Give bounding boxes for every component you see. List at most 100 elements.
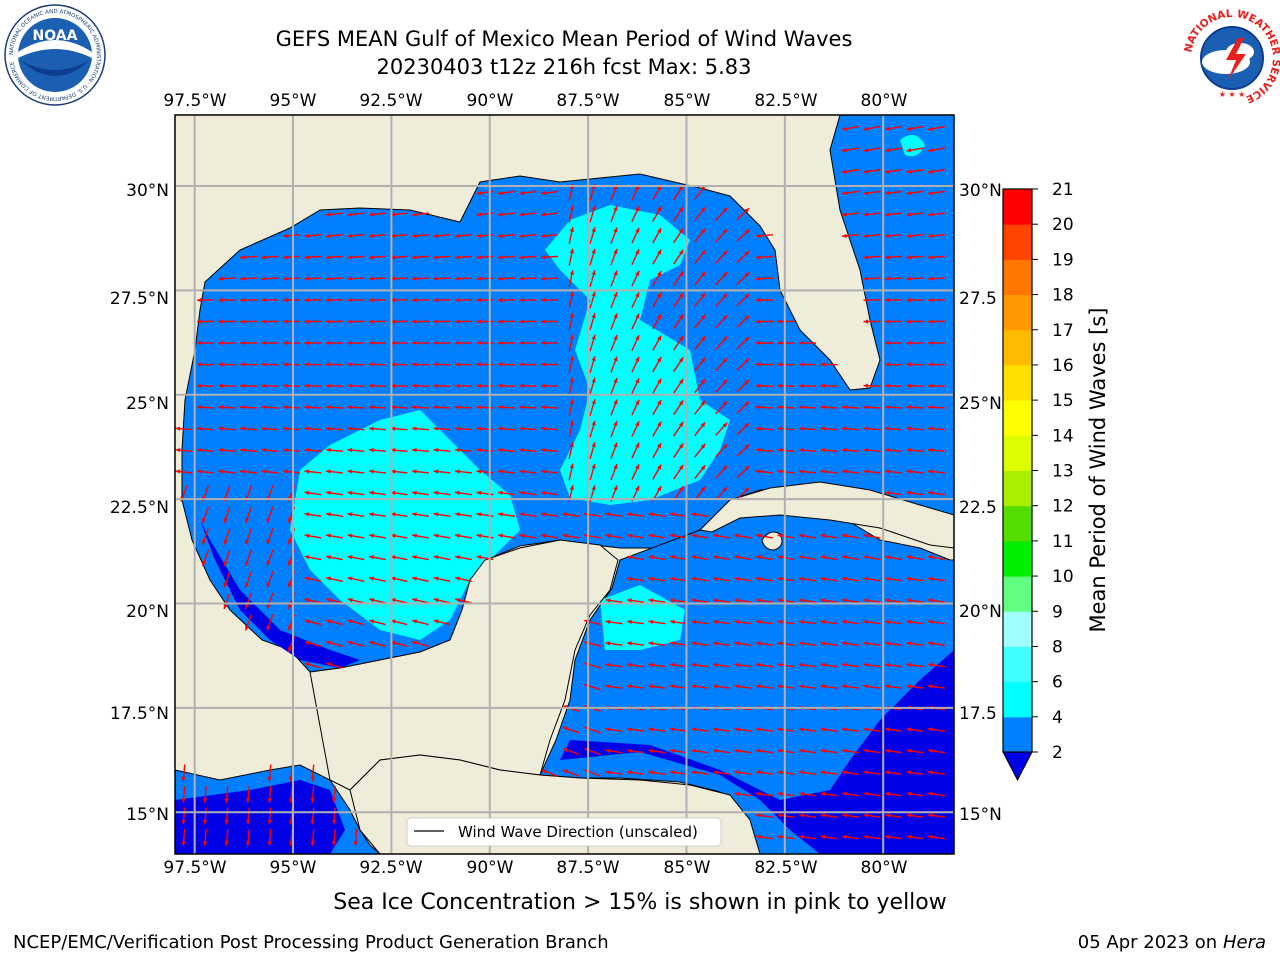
wind-arrow-head [885, 727, 890, 732]
wind-arrow-head [498, 233, 503, 239]
wind-arrow-head [842, 212, 847, 217]
wind-arrow-head [605, 641, 611, 646]
wind-arrow-head [700, 486, 706, 492]
wind-arrow-head [245, 604, 250, 609]
lat-label: 17.5°N [110, 704, 169, 724]
wind-arrow-head [885, 190, 890, 196]
wind-arrow-head [519, 426, 525, 431]
wind-arrow-head [369, 576, 375, 581]
colorbar-band [1003, 611, 1032, 647]
wind-arrow-head [885, 148, 890, 153]
wind-arrow-head [678, 206, 684, 212]
wind-arrow-head [283, 233, 288, 239]
wind-arrow-head [906, 791, 912, 797]
wind-arrow-head [842, 426, 847, 431]
wind-arrow-head [304, 319, 310, 324]
wind-arrow-head [347, 362, 353, 367]
wind-arrow-head [906, 233, 912, 239]
wind-arrow-head [906, 469, 912, 474]
wind-arrow-head [928, 813, 933, 818]
wind-arrow-head [519, 255, 525, 260]
wind-arrow-head [562, 533, 568, 538]
wind-arrow-head [197, 319, 202, 324]
wind-arrow-head [700, 336, 706, 342]
wind-arrow-head [722, 250, 728, 256]
wind-arrow-head [678, 421, 684, 427]
wind-arrow-head [390, 319, 396, 324]
chart-subtitle: 20230403 t12z 216h fcst Max: 5.83 [376, 55, 752, 79]
wind-arrow-head [691, 748, 697, 754]
wind-arrow-head [820, 770, 826, 775]
colorbar-band [1003, 716, 1032, 753]
wind-arrow-head [799, 748, 804, 754]
wind-arrow-head [569, 442, 574, 448]
wind-arrow-head [777, 362, 783, 367]
wind-arrow-head [842, 662, 847, 668]
wind-arrow-head [885, 340, 890, 346]
wind-arrow-head [657, 400, 662, 406]
wind-arrow-head [433, 233, 439, 239]
wind-arrow-head [591, 270, 596, 276]
wind-arrow-head [498, 340, 503, 346]
wind-arrow-head [885, 255, 890, 260]
wind-arrow-head [734, 748, 740, 754]
wind-arrow-head [722, 444, 728, 450]
wind-arrow-head [412, 512, 417, 517]
wind-arrow-head [777, 319, 783, 324]
wind-arrow-head [657, 271, 662, 277]
wind-arrow-head [885, 684, 890, 689]
wind-arrow-head [240, 426, 245, 431]
wind-arrow-head [820, 641, 826, 646]
wind-arrow-head [347, 276, 353, 281]
wind-arrow-head [326, 383, 331, 389]
wind-arrow-head [799, 727, 804, 732]
wind-arrow-head [777, 813, 783, 818]
wind-arrow-head [433, 405, 439, 410]
colorbar-band [1003, 189, 1032, 225]
wind-arrow-head [326, 297, 331, 303]
wind-arrow-head [756, 405, 761, 410]
wind-arrow-head [863, 383, 869, 389]
wind-arrow-head [756, 684, 761, 689]
wind-arrow-head [756, 319, 761, 324]
wind-arrow-head [433, 533, 439, 538]
wind-arrow-head [713, 576, 718, 582]
wind-arrow-head [245, 539, 250, 545]
wind-arrow-head [267, 841, 272, 846]
wind-arrow-head [181, 841, 186, 846]
wind-arrow-head [670, 533, 675, 538]
wind-arrow-head [197, 405, 202, 410]
wind-arrow-head [591, 463, 596, 469]
wind-arrow-head [412, 405, 417, 410]
wind-arrow-head [245, 561, 250, 566]
wind-arrow-head [713, 598, 718, 603]
wind-arrow-head [476, 490, 482, 496]
wind-arrow-head [820, 662, 826, 668]
wind-arrow-head [613, 421, 618, 427]
wind-arrow-head [928, 297, 933, 303]
wind-arrow-head [347, 340, 353, 346]
wind-arrow-head [700, 357, 706, 363]
wind-arrow-head [613, 464, 618, 470]
wind-arrow-head [347, 512, 353, 517]
wind-arrow-head [283, 276, 288, 281]
wind-arrow-head [799, 791, 804, 797]
wind-arrow-head [863, 447, 869, 453]
wind-arrow-head [799, 340, 804, 346]
wind-arrow-head [181, 776, 186, 782]
wind-arrow-head [691, 598, 697, 603]
wind-arrow-head [820, 405, 826, 410]
wind-arrow-head [820, 834, 826, 840]
wind-arrow-head [722, 272, 728, 278]
wind-arrow-head [756, 383, 761, 389]
wind-arrow-head [326, 640, 332, 646]
wind-arrow-head [261, 255, 267, 260]
wind-arrow-head [799, 813, 804, 818]
wind-arrow-head [713, 555, 718, 560]
wind-arrow-head [756, 233, 761, 239]
colorbar-tick-label: 18 [1052, 286, 1074, 306]
wind-arrow-head [519, 340, 525, 346]
wind-arrow-head [433, 276, 439, 281]
wind-arrow-head [390, 233, 396, 239]
lon-label: 90°W [467, 91, 514, 111]
